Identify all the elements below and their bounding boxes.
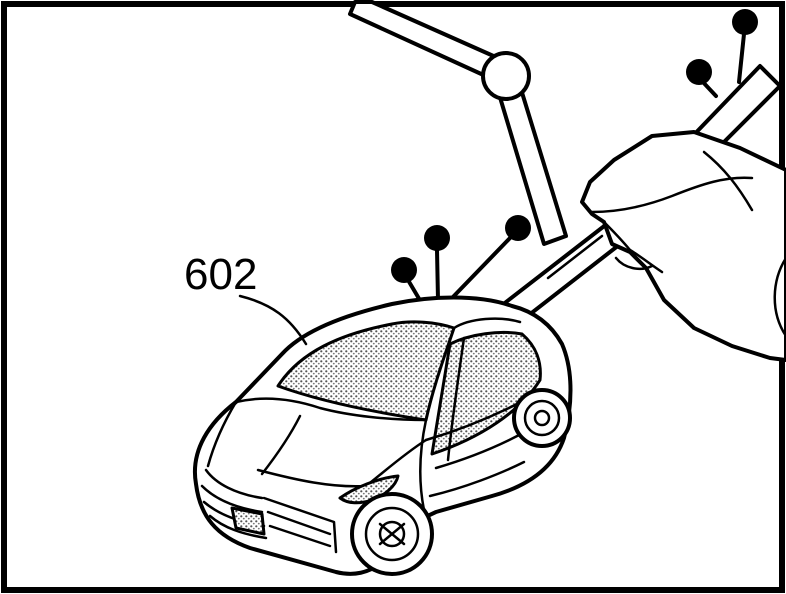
marker-dot [505,215,531,241]
marker-dot [391,257,417,283]
tracking-arm [350,2,566,244]
marker-dot [686,59,712,85]
hand [582,132,786,360]
rear-wheel [514,390,570,446]
car-model [195,298,571,575]
reference-leader-line [240,296,306,344]
marker-dot [424,225,450,251]
reference-label: 602 [184,250,257,299]
marker-dot [732,9,758,35]
car-markers [391,215,531,302]
